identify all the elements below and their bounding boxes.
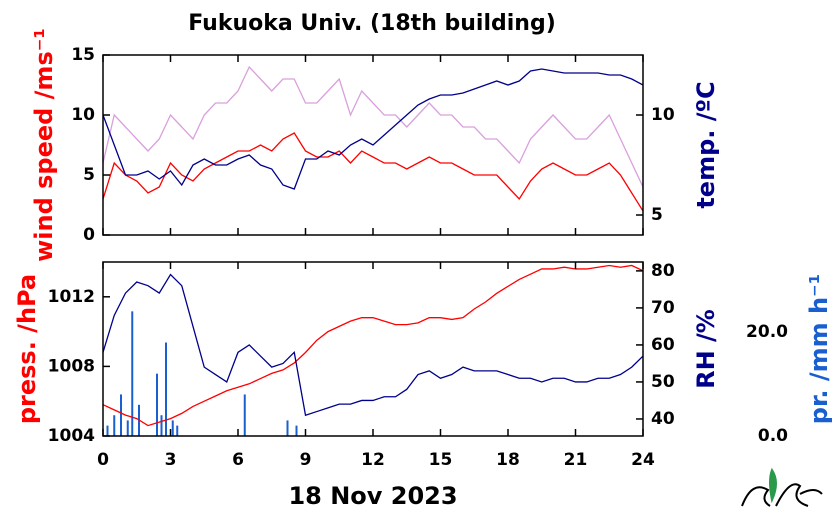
logo (741, 467, 823, 507)
x-tick-label: 21 (564, 450, 588, 470)
precip-bar (126, 420, 129, 436)
precip-bar (156, 373, 158, 436)
y-tick-label: 15 (71, 45, 95, 65)
y2-tick-label: 60 (651, 335, 675, 355)
x-tick-label: 18 (496, 450, 520, 470)
x-tick-label: 9 (300, 450, 312, 470)
precip-bar (165, 342, 167, 436)
y2-tick-label: 50 (651, 372, 675, 392)
precip-bar (286, 420, 289, 436)
y-tick-label: 1008 (48, 356, 95, 376)
precip-bar (160, 415, 163, 436)
x-tick-label: 6 (232, 450, 244, 470)
chart-title: Fukuoka Univ. (18th building) (188, 11, 556, 36)
y2-tick-label: 10 (651, 105, 675, 125)
y2-tick-label: 80 (651, 261, 675, 281)
precip-bar (295, 425, 298, 436)
y-axis-label: wind speed /ms⁻¹ (30, 28, 58, 262)
x-tick-label: 24 (631, 450, 655, 470)
data-line (103, 65, 643, 188)
y2-tick-label: 70 (651, 298, 675, 318)
data-line (103, 68, 643, 190)
y3-tick-label: 0.0 (758, 426, 788, 446)
y-tick-label: 1004 (48, 426, 95, 446)
precip-bar (243, 394, 246, 436)
precip-bar (106, 425, 109, 436)
y3-axis-label: pr. /mm h⁻¹ (805, 274, 833, 424)
y2-tick-label: 5 (651, 205, 663, 225)
precip-bar (171, 420, 174, 436)
x-tick-label: 15 (429, 450, 453, 470)
y2-tick-label: 40 (651, 409, 675, 429)
precip-bar (176, 425, 179, 436)
y-axis-label: press. /hPa (13, 274, 41, 424)
y3-tick-label: 20.0 (746, 322, 788, 342)
x-axis-label: 18 Nov 2023 (288, 482, 457, 510)
data-line (103, 132, 643, 212)
y-tick-label: 5 (83, 165, 95, 185)
x-tick-label: 0 (97, 450, 109, 470)
y-tick-label: 1012 (48, 287, 95, 307)
plot-frame (102, 261, 644, 437)
data-line (103, 273, 643, 417)
y-tick-label: 10 (71, 105, 95, 125)
data-line (103, 264, 643, 427)
precip-bar (131, 311, 134, 436)
x-tick-label: 3 (165, 450, 177, 470)
y-tick-label: 0 (83, 225, 95, 245)
x-tick-label: 12 (361, 450, 385, 470)
y2-axis-label: RH /% (692, 309, 720, 389)
y2-axis-label: temp. /ºC (692, 81, 720, 208)
precip-bar (113, 415, 116, 436)
precip-bar (120, 394, 122, 436)
